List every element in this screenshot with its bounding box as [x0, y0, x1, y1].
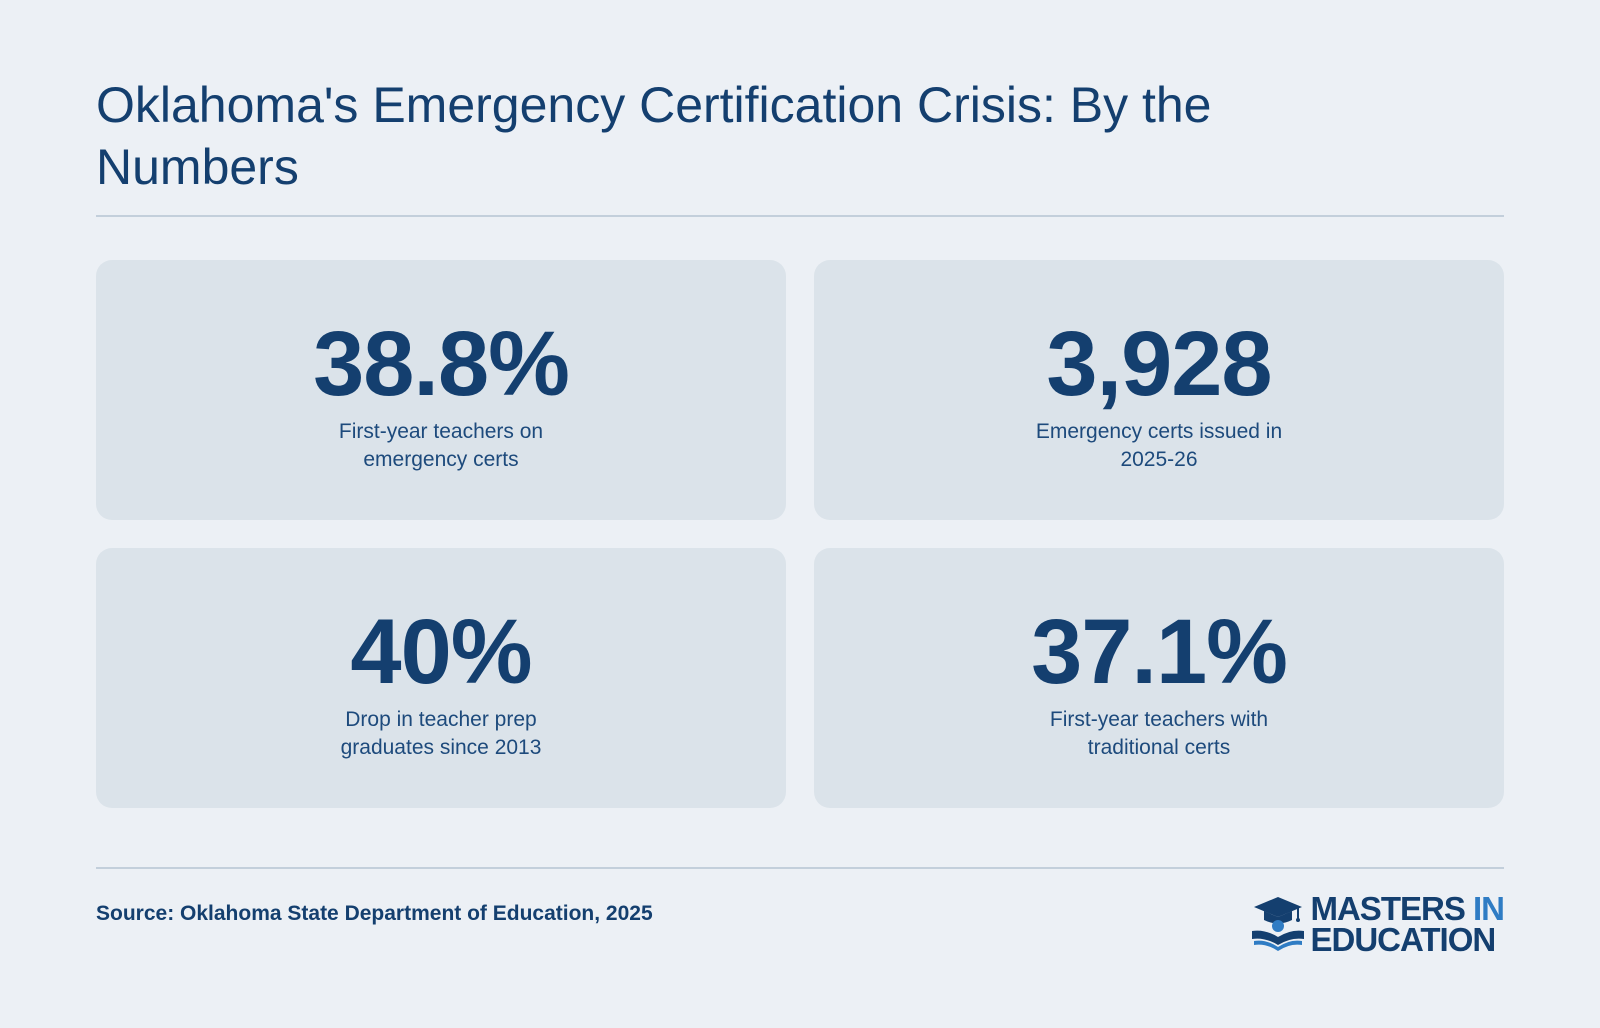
stat-label: First-year teachers with traditional cer… — [1049, 708, 1269, 759]
stat-card-emergency-certs-issued: 3,928 Emergency certs issued in 2025-26 — [814, 260, 1504, 520]
masters-in-education-logo: MASTERS IN EDUCATION — [1250, 890, 1505, 958]
stat-value: 40% — [350, 601, 532, 703]
logo-masters: MASTERS — [1310, 890, 1465, 927]
logo-education: EDUCATION — [1310, 921, 1496, 958]
stat-card-traditional-certs: 37.1% First-year teachers with tradition… — [814, 548, 1504, 808]
infographic: Oklahoma's Emergency Certification Crisi… — [96, 0, 1505, 1028]
stat-label: Emergency certs issued in 2025-26 — [1035, 420, 1283, 471]
logo-in: IN — [1473, 890, 1505, 927]
stat-value: 3,928 — [1046, 313, 1272, 415]
stat-value: 37.1% — [1031, 601, 1288, 703]
graduation-cap-book-icon — [1252, 897, 1305, 951]
page-title: Oklahoma's Emergency Certification Crisi… — [96, 77, 1212, 195]
stat-value: 38.8% — [313, 313, 570, 415]
stat-card-prep-graduates-drop: 40% Drop in teacher prep graduates since… — [96, 548, 786, 808]
stats-grid: 38.8% First-year teachers on emergency c… — [96, 260, 1504, 808]
header-divider — [96, 215, 1504, 217]
stat-label: Drop in teacher prep graduates since 201… — [340, 708, 542, 759]
logo-wordmark: MASTERS IN EDUCATION — [1310, 890, 1505, 958]
footer-divider — [96, 867, 1504, 869]
stat-card-first-year-emergency: 38.8% First-year teachers on emergency c… — [96, 260, 786, 520]
source-citation: Source: Oklahoma State Department of Edu… — [96, 902, 653, 925]
stat-label: First-year teachers on emergency certs — [338, 420, 544, 471]
